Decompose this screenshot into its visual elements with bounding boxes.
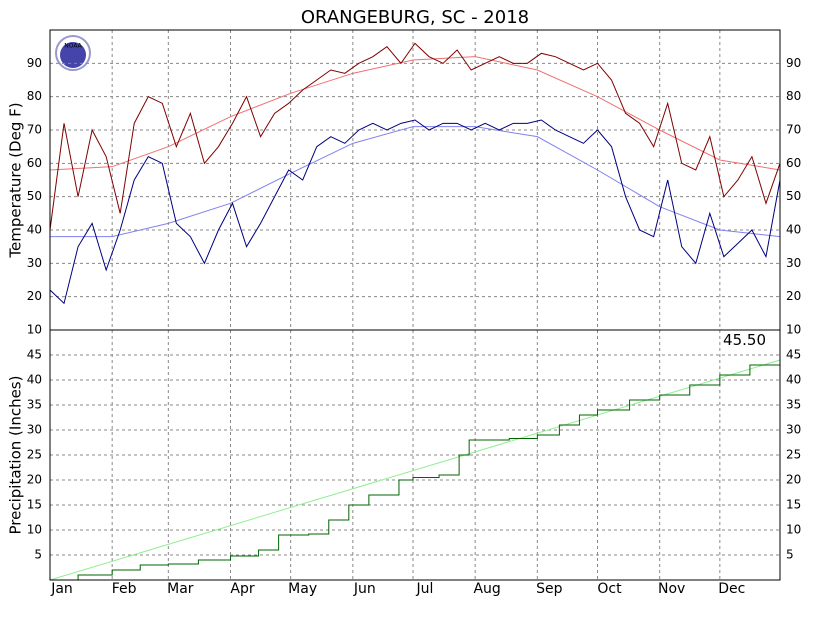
y-tick-label-right: 30 [786, 423, 801, 437]
y-tick-label-right: 50 [786, 189, 801, 203]
logo-text: NOAA [64, 43, 82, 50]
noaa-logo: NOAA [55, 35, 91, 71]
x-tick-label: Aug [473, 581, 500, 597]
x-tick-label: May [288, 581, 317, 597]
y-tick-label: 70 [27, 123, 42, 137]
y-tick-label: 15 [27, 498, 42, 512]
y-tick-label: 35 [27, 398, 42, 412]
x-tick-label: Jan [50, 581, 73, 597]
y-tick-label-right: 45 [786, 348, 801, 362]
logo-disc [60, 42, 86, 68]
y-tick-label-right: 90 [786, 56, 801, 70]
y-tick-label: 20 [27, 289, 42, 303]
chart-title: ORANGEBURG, SC - 2018 [301, 7, 529, 28]
x-tick-label: Apr [230, 581, 254, 597]
y-tick-label: 30 [27, 256, 42, 270]
y-tick-label: 50 [27, 189, 42, 203]
y-tick-label-right: 30 [786, 256, 801, 270]
y-tick-label-right: 35 [786, 398, 801, 412]
data-line [49, 119, 781, 305]
plot-frame [49, 329, 781, 581]
y-tick-label: 40 [27, 223, 42, 237]
value-label: 45.50 [723, 331, 766, 349]
y-tick-label: 30 [27, 423, 42, 437]
y-tick-label: 25 [27, 448, 42, 462]
y-tick-label-right: 20 [786, 473, 801, 487]
y-tick-label: 40 [27, 373, 42, 387]
data-line [49, 56, 781, 171]
x-tick-label: Feb [112, 581, 137, 597]
data-line [49, 359, 781, 581]
x-tick-label: Dec [718, 581, 745, 597]
y-tick-label-right: 5 [786, 548, 794, 562]
y-tick-label: 45 [27, 348, 42, 362]
x-tick-label: Mar [167, 581, 194, 597]
y-tick-label-right: 40 [786, 223, 801, 237]
y-tick-label-right: 10 [786, 523, 801, 537]
y-tick-label: 20 [27, 473, 42, 487]
plot-frame [49, 29, 781, 331]
y-tick-label: 80 [27, 89, 42, 103]
y-tick-label-right: 20 [786, 289, 801, 303]
y-tick-label: 10 [27, 523, 42, 537]
y-axis-label: Precipitation (Inches) [7, 376, 25, 535]
y-tick-label-right: 70 [786, 123, 801, 137]
y-tick-label: 10 [27, 323, 42, 337]
y-tick-label: 60 [27, 156, 42, 170]
data-line [49, 42, 781, 231]
y-tick-label-right: 80 [786, 89, 801, 103]
y-tick-label: 90 [27, 56, 42, 70]
x-tick-label: Sep [536, 581, 563, 597]
y-tick-label-right: 25 [786, 448, 801, 462]
y-tick-label-right: 40 [786, 373, 801, 387]
y-tick-label: 5 [34, 548, 42, 562]
x-tick-label: Oct [597, 581, 622, 597]
y-tick-label-right: 10 [786, 323, 801, 337]
x-tick-label: Jun [353, 581, 376, 597]
data-line [50, 126, 781, 238]
x-tick-label: Jul [416, 581, 434, 597]
y-tick-label-right: 60 [786, 156, 801, 170]
x-tick-label: Nov [658, 581, 685, 597]
y-tick-label-right: 15 [786, 498, 801, 512]
y-axis-label: Temperature (Deg F) [7, 102, 25, 258]
data-line [50, 352, 781, 581]
